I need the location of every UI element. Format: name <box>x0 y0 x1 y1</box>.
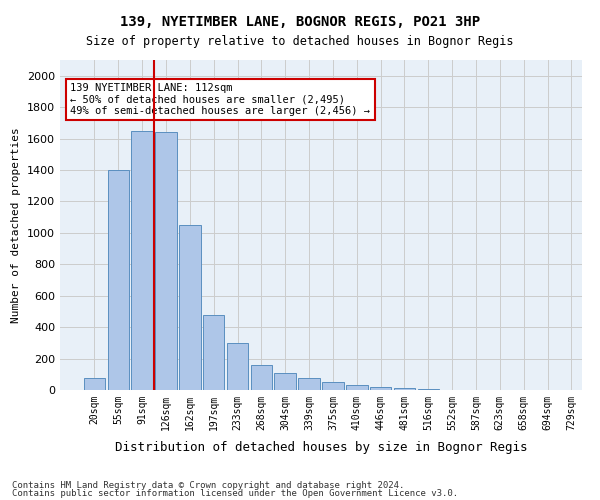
Bar <box>131 130 153 390</box>
Bar <box>274 372 296 390</box>
Bar <box>346 386 368 390</box>
Bar <box>155 132 177 390</box>
Bar <box>418 388 439 390</box>
Y-axis label: Number of detached properties: Number of detached properties <box>11 127 22 323</box>
Bar <box>179 225 200 390</box>
Bar <box>84 378 105 390</box>
Bar <box>370 387 391 390</box>
Bar <box>251 365 272 390</box>
Text: Contains public sector information licensed under the Open Government Licence v3: Contains public sector information licen… <box>12 488 458 498</box>
X-axis label: Distribution of detached houses by size in Bognor Regis: Distribution of detached houses by size … <box>115 441 527 454</box>
Text: 139, NYETIMBER LANE, BOGNOR REGIS, PO21 3HP: 139, NYETIMBER LANE, BOGNOR REGIS, PO21 … <box>120 15 480 29</box>
Text: Contains HM Land Registry data © Crown copyright and database right 2024.: Contains HM Land Registry data © Crown c… <box>12 481 404 490</box>
Bar <box>227 343 248 390</box>
Text: Size of property relative to detached houses in Bognor Regis: Size of property relative to detached ho… <box>86 35 514 48</box>
Bar <box>298 378 320 390</box>
Bar <box>322 382 344 390</box>
Bar <box>107 170 129 390</box>
Text: 139 NYETIMBER LANE: 112sqm
← 50% of detached houses are smaller (2,495)
49% of s: 139 NYETIMBER LANE: 112sqm ← 50% of deta… <box>70 83 370 116</box>
Bar <box>203 314 224 390</box>
Bar <box>394 388 415 390</box>
